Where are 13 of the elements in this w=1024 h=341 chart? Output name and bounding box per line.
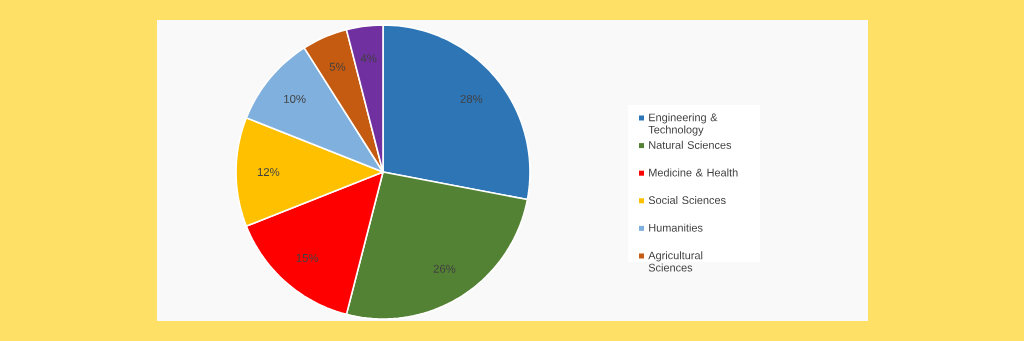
legend-label: Natural Sciences [649, 140, 732, 149]
legend-label: Medicine & Health [649, 168, 738, 177]
data-label: 4% [360, 54, 377, 63]
legend-label: Agricultural Sciences [648, 251, 703, 272]
data-label: 15% [296, 254, 319, 262]
data-label: 26% [433, 264, 456, 273]
data-label: 28% [460, 94, 483, 103]
data-label: 5% [329, 62, 346, 71]
legend-label: Humanities [649, 223, 703, 232]
data-label: 12% [257, 168, 280, 176]
legend-label: Engineering & Technology [648, 113, 718, 136]
legend-label: Social Sciences [648, 196, 726, 205]
data-label: 10% [284, 94, 306, 103]
